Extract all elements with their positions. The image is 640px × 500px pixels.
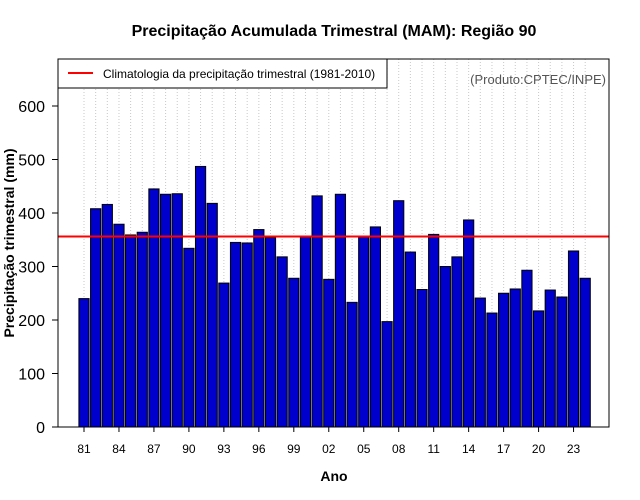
x-axis-label: Ano xyxy=(320,468,347,484)
y-tick-label: 300 xyxy=(18,260,45,277)
bar-2020 xyxy=(532,310,545,428)
bar-2023 xyxy=(567,250,580,428)
bar-2017 xyxy=(498,292,510,428)
bar-1998 xyxy=(276,256,288,428)
x-tick-label: 23 xyxy=(567,442,581,456)
x-tick-label: 14 xyxy=(462,442,476,456)
bar-2015 xyxy=(474,297,486,428)
bar-layer xyxy=(78,165,591,428)
y-tick-label: 200 xyxy=(18,313,45,330)
bar-2022 xyxy=(556,296,568,428)
legend-label-climatology: Climatologia da precipitação trimestral … xyxy=(103,67,375,81)
bar-1989 xyxy=(171,193,183,428)
legend-box xyxy=(57,58,388,89)
bar-2005 xyxy=(358,236,370,428)
bar-1996 xyxy=(253,229,265,428)
bar-1990 xyxy=(183,247,195,428)
bar-2014 xyxy=(463,219,475,428)
bar-1986 xyxy=(136,231,148,428)
legend: Climatologia da precipitação trimestral … xyxy=(57,58,388,89)
y-axis: 0 100 200 300 400 500 600 xyxy=(18,99,58,437)
bar-2006 xyxy=(369,226,381,428)
x-tick-label: 87 xyxy=(147,442,161,456)
y-tick-label: 500 xyxy=(18,153,45,170)
bar-2008 xyxy=(393,200,405,428)
y-tick-label: 600 xyxy=(18,99,45,116)
bar-2009 xyxy=(404,251,416,428)
x-axis: 81 84 87 90 93 96 99 02 05 08 11 14 17 20 23 xyxy=(77,427,581,456)
bar-2012 xyxy=(439,266,451,428)
bar-1997 xyxy=(264,237,277,428)
bar-2000 xyxy=(299,236,312,428)
bar-1983 xyxy=(101,203,113,428)
bar-2003 xyxy=(334,193,347,428)
bar-1984 xyxy=(113,223,125,428)
x-tick-label: 93 xyxy=(217,442,231,456)
x-tick-label: 17 xyxy=(497,442,511,456)
bar-1987 xyxy=(148,188,160,428)
bar-1999 xyxy=(288,277,300,428)
y-tick-label: 400 xyxy=(18,206,45,223)
x-tick-label: 96 xyxy=(252,442,266,456)
chart-title: Precipitação Acumulada Trimestral (MAM):… xyxy=(132,23,537,40)
source-note: (Produto:CPTEC/INPE) xyxy=(470,72,606,87)
bar-2013 xyxy=(451,256,463,428)
bar-2018 xyxy=(509,288,521,428)
bar-2011 xyxy=(428,233,440,428)
bar-2001 xyxy=(311,195,323,428)
bar-2004 xyxy=(346,301,358,428)
bar-1995 xyxy=(241,242,253,428)
bar-2016 xyxy=(486,312,498,428)
x-tick-label: 02 xyxy=(322,442,336,456)
bar-1981 xyxy=(78,298,90,428)
x-tick-label: 84 xyxy=(112,442,126,456)
x-tick-label: 08 xyxy=(392,442,406,456)
x-tick-label: 90 xyxy=(182,442,196,456)
bar-1988 xyxy=(159,193,172,428)
x-tick-label: 05 xyxy=(357,442,371,456)
y-tick-label: 0 xyxy=(36,420,45,437)
y-axis-label: Precipitação trimestral (mm) xyxy=(1,148,17,337)
bar-1991 xyxy=(194,165,207,428)
bar-2019 xyxy=(521,269,533,428)
x-tick-label: 20 xyxy=(532,442,546,456)
x-tick-label: 99 xyxy=(287,442,301,456)
bar-1982 xyxy=(90,208,102,428)
y-tick-label: 100 xyxy=(18,367,45,384)
bar-1994 xyxy=(229,241,242,428)
bar-2007 xyxy=(381,321,393,428)
x-tick-label: 81 xyxy=(77,442,91,456)
bar-1985 xyxy=(125,234,137,428)
bar-2010 xyxy=(416,289,428,428)
bar-2021 xyxy=(544,289,556,428)
bar-2002 xyxy=(323,278,335,428)
x-tick-label: 11 xyxy=(427,442,440,456)
bar-1993 xyxy=(218,282,230,428)
bar-2024 xyxy=(579,277,591,428)
